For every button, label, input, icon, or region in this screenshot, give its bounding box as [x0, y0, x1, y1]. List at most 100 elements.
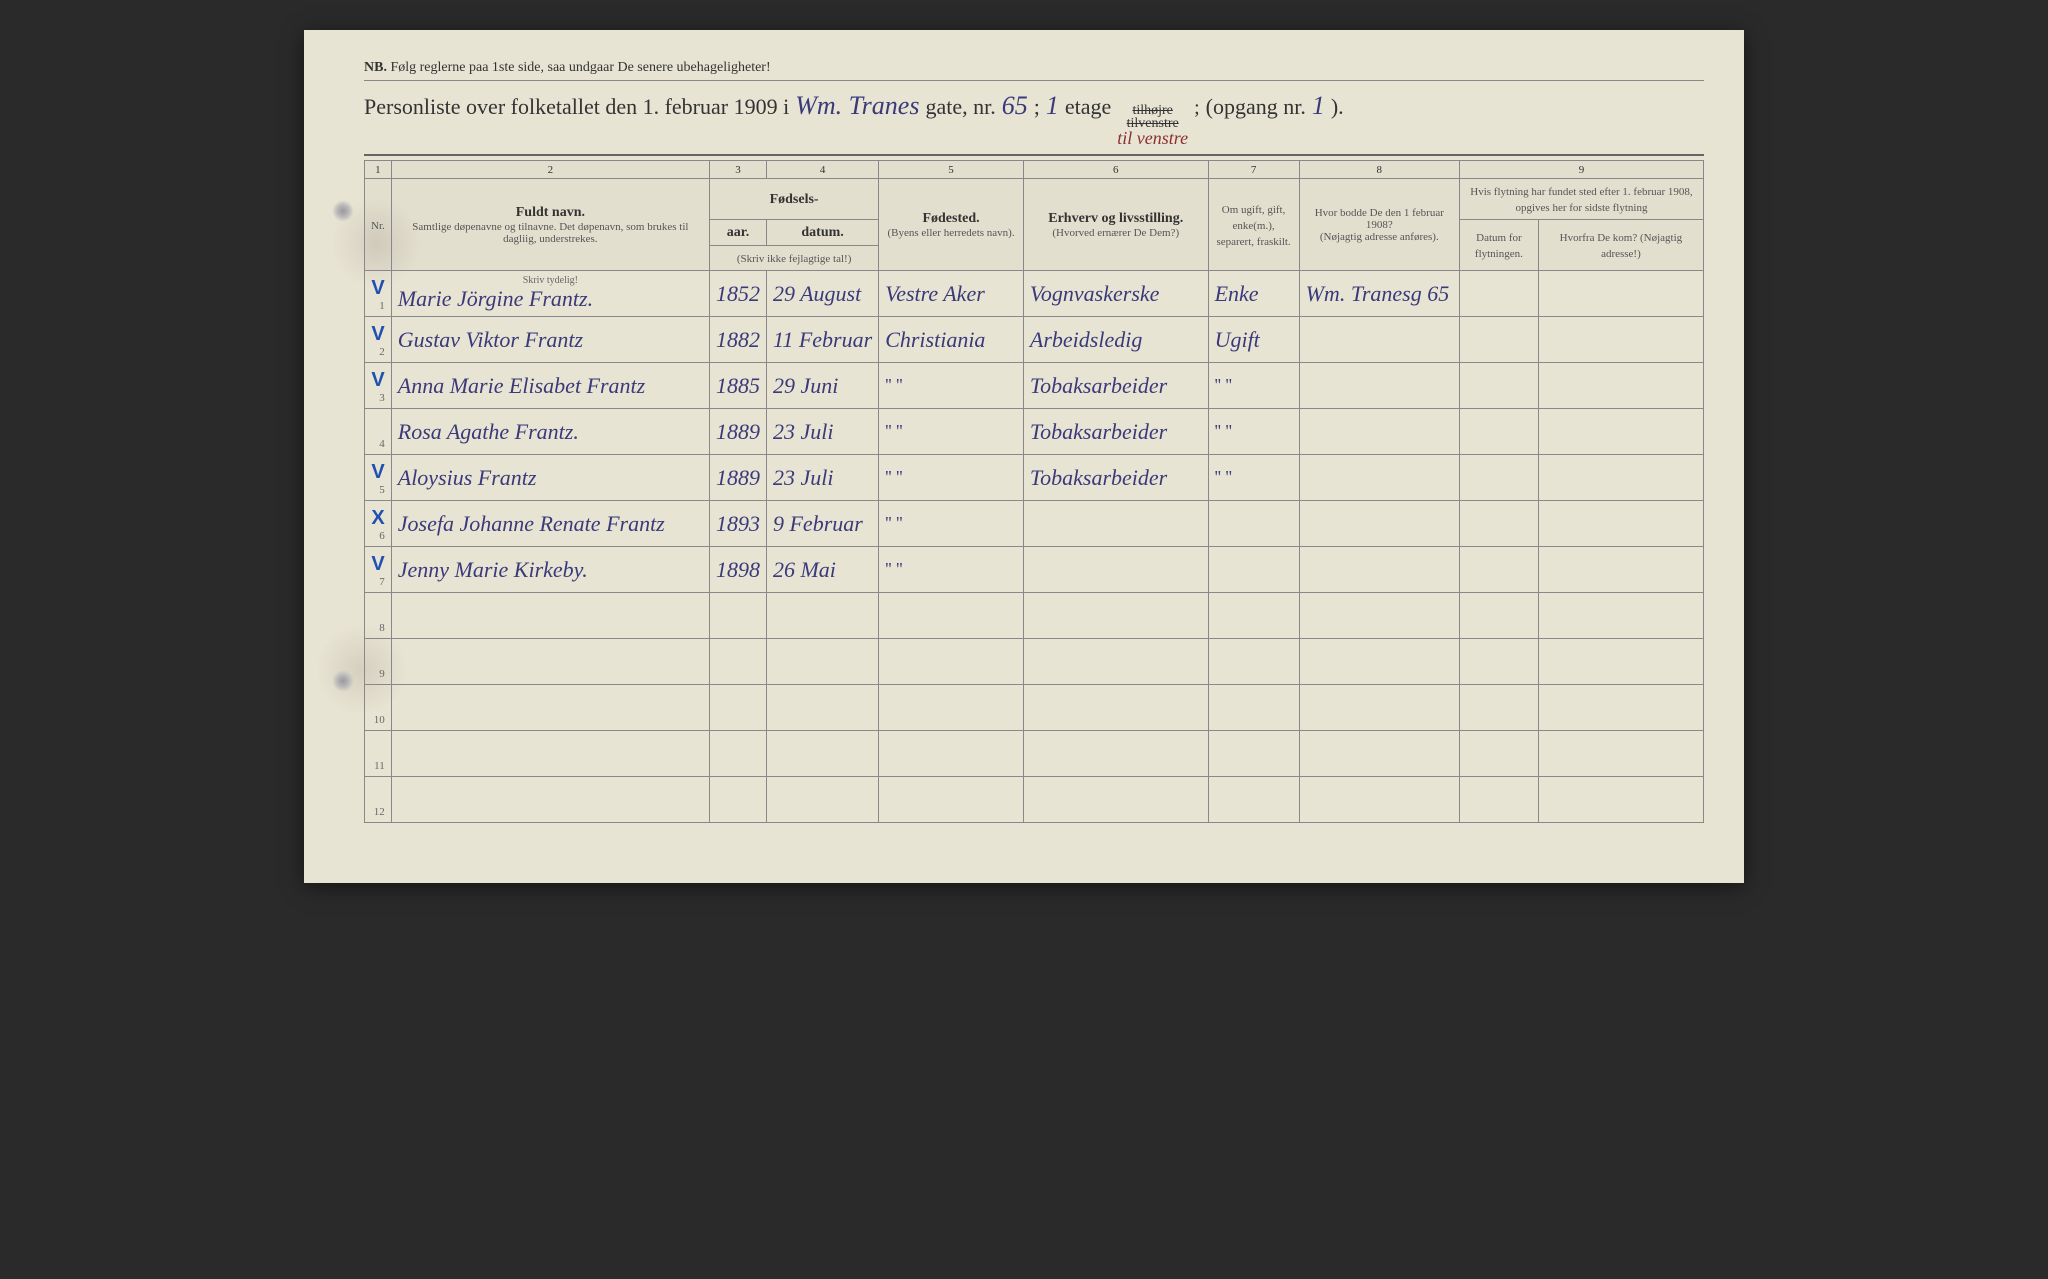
nb-line: NB. Følg reglerne paa 1ste side, saa und…: [364, 60, 1704, 81]
header-row-1: Nr. Fuldt navn. Samtlige døpenavne og ti…: [365, 179, 1704, 220]
header-nr: Nr.: [365, 179, 392, 271]
punch-hole: [332, 670, 354, 692]
year-cell: 1889: [709, 409, 766, 455]
empty-cell: [1023, 731, 1208, 777]
empty-cell: [1459, 731, 1538, 777]
occupation-cell: Arbeidsledig: [1023, 317, 1208, 363]
empty-cell: [879, 777, 1024, 823]
opgang-label: (opgang nr.: [1206, 94, 1306, 120]
move-from-cell: [1538, 363, 1703, 409]
header-birth-group: Fødsels-: [709, 179, 878, 220]
header-birth-note: (Skriv ikke fejlagtige tal!): [709, 246, 878, 271]
empty-cell: [391, 777, 709, 823]
table-row: V5Aloysius Frantz188923 Juli'' ''Tobaksa…: [365, 455, 1704, 501]
empty-cell: [709, 731, 766, 777]
empty-cell: [1538, 593, 1703, 639]
empty-cell: [709, 777, 766, 823]
empty-cell: [1538, 731, 1703, 777]
empty-cell: [1023, 685, 1208, 731]
name-cell: Rosa Agathe Frantz.: [391, 409, 709, 455]
occupation-cell: Tobaksarbeider: [1023, 363, 1208, 409]
birthplace-cell: '' '': [879, 455, 1024, 501]
occupation-cell: Tobaksarbeider: [1023, 455, 1208, 501]
table-row: V2Gustav Viktor Frantz188211 FebruarChri…: [365, 317, 1704, 363]
empty-cell: [1023, 593, 1208, 639]
empty-cell: [1299, 777, 1459, 823]
title-prefix: Personliste over folketallet den 1. febr…: [364, 94, 789, 120]
date-cell: 9 Februar: [766, 501, 878, 547]
empty-cell: [1208, 731, 1299, 777]
colnum-1: 1: [365, 161, 392, 179]
move-date-cell: [1459, 271, 1538, 317]
move-from-cell: [1538, 271, 1703, 317]
table-row: V1Skriv tydelig!Marie Jörgine Frantz.185…: [365, 271, 1704, 317]
header-addr1908: Hvor bodde De den 1 februar 1908? (Nøjag…: [1299, 179, 1459, 271]
birthplace-cell: '' '': [879, 409, 1024, 455]
table-row: 12: [365, 777, 1704, 823]
marital-cell: Enke: [1208, 271, 1299, 317]
empty-cell: [1208, 685, 1299, 731]
occupation-cell: Vognvaskerske: [1023, 271, 1208, 317]
census-table: 1 2 3 4 5 6 7 8 9 Nr. Fuldt navn. Samtli…: [364, 160, 1704, 823]
empty-cell: [1023, 777, 1208, 823]
table-row: V3Anna Marie Elisabet Frantz188529 Juni'…: [365, 363, 1704, 409]
addr1908-cell: [1299, 547, 1459, 593]
addr1908-cell: [1299, 363, 1459, 409]
colnum-5: 5: [879, 161, 1024, 179]
header-name: Fuldt navn. Samtlige døpenavne og tilnav…: [391, 179, 709, 271]
opgang-close: ).: [1331, 94, 1344, 120]
name-cell: Jenny Marie Kirkeby.: [391, 547, 709, 593]
table-row: 8: [365, 593, 1704, 639]
empty-cell: [1299, 731, 1459, 777]
empty-cell: [1299, 593, 1459, 639]
occupation-cell: [1023, 547, 1208, 593]
row-number-cell: V7: [365, 547, 392, 593]
etage-label: etage: [1065, 94, 1111, 120]
empty-cell: [879, 685, 1024, 731]
move-from-cell: [1538, 317, 1703, 363]
occupation-cell: Tobaksarbeider: [1023, 409, 1208, 455]
empty-cell: [391, 593, 709, 639]
empty-cell: [879, 639, 1024, 685]
year-cell: 1893: [709, 501, 766, 547]
header-date: datum.: [766, 220, 878, 246]
move-from-cell: [1538, 409, 1703, 455]
empty-cell: [1299, 639, 1459, 685]
nb-text: Følg reglerne paa 1ste side, saa undgaar…: [390, 60, 770, 75]
marital-cell: [1208, 547, 1299, 593]
empty-cell: [766, 685, 878, 731]
street-name: Wm. Tranes: [795, 91, 919, 121]
empty-cell: [879, 731, 1024, 777]
empty-cell: [709, 639, 766, 685]
table-row: 4Rosa Agathe Frantz.188923 Juli'' ''Toba…: [365, 409, 1704, 455]
move-date-cell: [1459, 409, 1538, 455]
empty-cell: [709, 685, 766, 731]
date-cell: 26 Mai: [766, 547, 878, 593]
year-cell: 1882: [709, 317, 766, 363]
empty-cell: [766, 593, 878, 639]
marital-cell: '' '': [1208, 455, 1299, 501]
table-body: V1Skriv tydelig!Marie Jörgine Frantz.185…: [365, 271, 1704, 823]
empty-cell: [1299, 685, 1459, 731]
empty-cell: [391, 639, 709, 685]
date-cell: 23 Juli: [766, 409, 878, 455]
birthplace-cell: '' '': [879, 501, 1024, 547]
name-cell: Skriv tydelig!Marie Jörgine Frantz.: [391, 271, 709, 317]
birthplace-cell: '' '': [879, 547, 1024, 593]
addr1908-cell: [1299, 409, 1459, 455]
empty-cell: [1208, 777, 1299, 823]
row-number-cell: V5: [365, 455, 392, 501]
addr1908-cell: [1299, 317, 1459, 363]
row-number-cell: 4: [365, 409, 392, 455]
move-from-cell: [1538, 501, 1703, 547]
table-row: 10: [365, 685, 1704, 731]
table-row: X6Josefa Johanne Renate Frantz18939 Febr…: [365, 501, 1704, 547]
row-number-cell: V2: [365, 317, 392, 363]
year-cell: 1885: [709, 363, 766, 409]
header-move-from: Hvorfra De kom? (Nøjagtig adresse!): [1538, 220, 1703, 271]
column-numbers-row: 1 2 3 4 5 6 7 8 9: [365, 161, 1704, 179]
empty-cell: [766, 731, 878, 777]
colnum-6: 6: [1023, 161, 1208, 179]
date-cell: 29 August: [766, 271, 878, 317]
move-date-cell: [1459, 363, 1538, 409]
